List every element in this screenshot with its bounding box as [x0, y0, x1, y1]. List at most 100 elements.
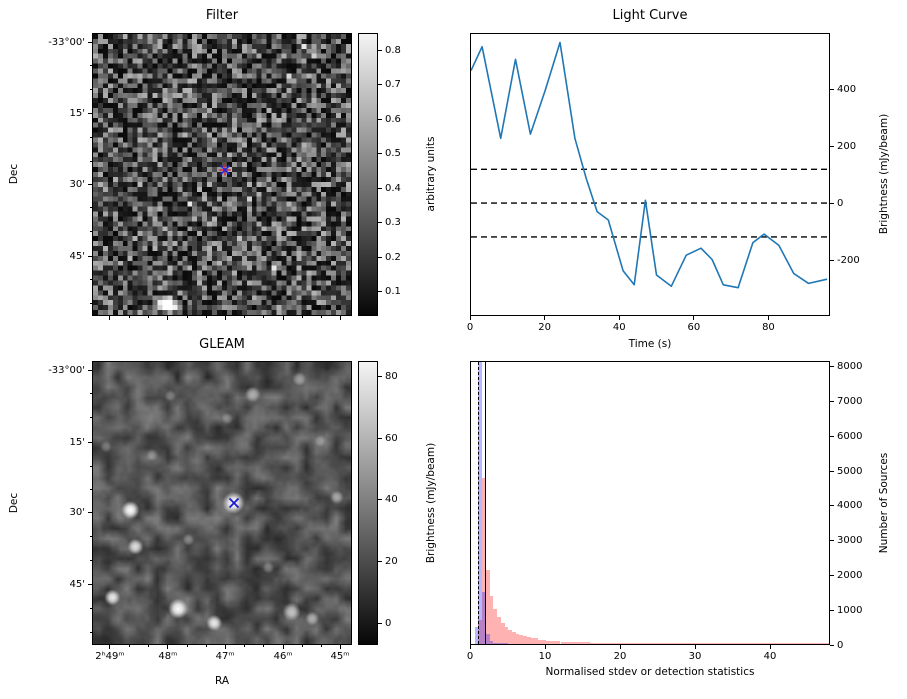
y-tick-mark	[378, 561, 382, 563]
y-tick-mark	[378, 291, 382, 293]
histogram-bin	[590, 642, 598, 644]
x-tick-mark	[224, 316, 226, 320]
y-tick-label: 0.2	[385, 251, 401, 263]
y-tick-label: 0.5	[385, 148, 401, 160]
y-tick-mark	[89, 160, 92, 162]
x-tick-mark	[301, 316, 303, 318]
y-tick-mark	[378, 49, 382, 51]
histogram-bin	[612, 643, 621, 644]
histogram-panel: Known srcs residualKnown srcs detection …	[470, 361, 830, 645]
x-tick-mark	[469, 645, 471, 649]
y-tick-mark	[830, 202, 834, 204]
x-tick-mark	[263, 645, 265, 647]
x-tick-mark	[618, 316, 620, 320]
x-tick-label: 48ᵐ	[158, 651, 178, 662]
x-tick-mark	[167, 645, 169, 649]
x-tick-mark	[767, 316, 769, 320]
y-tick-mark	[830, 609, 834, 611]
histogram-bin	[478, 362, 483, 644]
y-tick-label: 4000	[837, 500, 863, 512]
y-tick-mark	[88, 369, 92, 371]
x-tick-label: 20	[538, 322, 551, 333]
y-tick-mark	[378, 153, 382, 155]
histogram-bin	[553, 641, 561, 644]
x-tick-mark	[147, 645, 149, 647]
x-tick-mark	[186, 316, 188, 318]
y-tick-label: 6000	[837, 430, 863, 442]
x-tick-mark	[128, 316, 130, 318]
y-tick-mark	[830, 505, 834, 507]
x-tick-label: 20	[613, 651, 627, 662]
y-tick-label: 0.1	[385, 286, 401, 298]
y-tick-mark	[88, 255, 92, 257]
y-tick-label: 0	[837, 639, 844, 651]
y-tick-mark	[830, 401, 834, 403]
histogram-bin	[485, 569, 490, 644]
histogram-bin	[694, 643, 718, 644]
x-tick-mark	[339, 645, 341, 649]
x-tick-mark	[147, 316, 149, 318]
y-tick-label: 60	[385, 432, 398, 444]
histogram-bin	[508, 629, 512, 644]
histogram-bin	[526, 637, 531, 644]
histogram-bin	[769, 643, 800, 644]
light-curve-plot	[471, 41, 829, 289]
x-tick-label: 10	[538, 651, 552, 662]
filter-image-panel	[92, 33, 352, 316]
y-tick-mark	[89, 137, 92, 139]
y-tick-mark	[88, 113, 92, 115]
y-tick-mark	[830, 366, 834, 368]
y-tick-mark	[89, 65, 92, 67]
y-tick-mark	[830, 540, 834, 542]
histogram-bin	[523, 636, 527, 644]
histogram-xlabel: Normalised stdev or detection statistics	[545, 666, 755, 678]
y-tick-mark	[88, 512, 92, 514]
histogram-bin	[482, 478, 486, 644]
x-tick-label: 2ʰ49ᵐ	[95, 651, 125, 662]
y-tick-mark	[378, 437, 382, 439]
histogram-bin	[717, 643, 740, 644]
histogram-bin	[575, 642, 583, 644]
light-curve-xlabel: Time (s)	[628, 338, 672, 350]
histogram-bin	[500, 643, 509, 644]
x-tick-label: 46ᵐ	[273, 651, 293, 662]
y-tick-label: 80	[385, 370, 398, 382]
histogram-bin	[538, 639, 546, 644]
histogram-bin	[500, 622, 505, 644]
histogram-bin	[512, 631, 516, 644]
histogram-bin	[485, 633, 490, 644]
x-tick-mark	[128, 645, 130, 647]
x-tick-mark	[205, 645, 207, 647]
histogram-bin	[530, 638, 539, 644]
histogram-bin	[478, 619, 483, 644]
x-tick-mark	[109, 316, 111, 320]
y-tick-label: 0.4	[385, 182, 401, 194]
histogram-bin	[650, 643, 665, 644]
y-tick-label: 5000	[837, 465, 863, 477]
y-tick-label: 3000	[837, 535, 863, 547]
y-tick-mark	[88, 183, 92, 185]
y-tick-mark	[88, 441, 92, 443]
x-tick-mark	[243, 645, 245, 647]
candidate-marker-icon	[219, 164, 231, 176]
y-tick-label: 0	[385, 617, 392, 629]
histogram-bin	[489, 595, 494, 644]
histogram-bin	[635, 643, 650, 644]
light-curve-title: Light Curve	[612, 8, 688, 23]
filter-title: Filter	[205, 8, 239, 23]
y-tick-mark	[89, 465, 92, 467]
histogram-bin	[515, 633, 520, 644]
x-tick-mark	[243, 316, 245, 318]
x-tick-label: 80	[762, 322, 775, 333]
x-tick-mark	[619, 645, 621, 649]
y-tick-label: -33°00'	[48, 364, 85, 376]
histogram-bin	[567, 641, 576, 644]
x-tick-mark	[205, 316, 207, 318]
x-tick-label: 0	[466, 651, 474, 662]
histogram-bin	[504, 626, 509, 644]
y-tick-label: 40	[385, 494, 398, 506]
y-tick-label: 2000	[837, 569, 863, 581]
y-tick-label: 20	[385, 556, 398, 568]
x-tick-label: 0	[466, 322, 474, 333]
y-tick-label: 0.3	[385, 217, 401, 229]
